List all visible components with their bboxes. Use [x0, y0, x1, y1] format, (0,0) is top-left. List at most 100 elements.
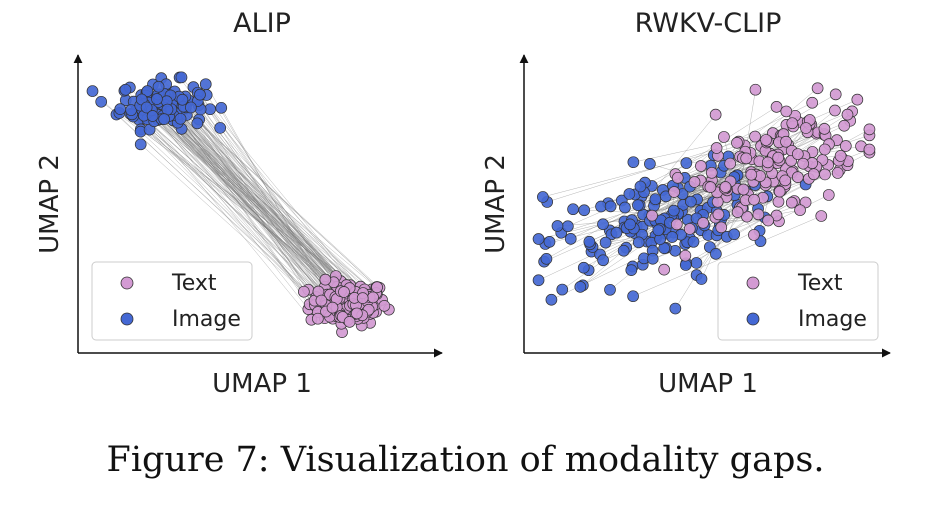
rwkv-clip-title: RWKV-CLIP [635, 8, 782, 39]
text-point [779, 174, 792, 187]
text-point [671, 171, 684, 184]
text-point [378, 300, 391, 312]
alip-legend: Text Image [91, 261, 253, 341]
rwkv-clip-points [532, 82, 876, 315]
text-point [748, 229, 760, 241]
image-point [532, 274, 545, 287]
image-point [583, 235, 596, 248]
image-point [728, 228, 741, 241]
pair-link [162, 115, 336, 298]
pair-link [205, 84, 342, 316]
image-point [695, 273, 708, 285]
alip-x-label: UMAP 1 [212, 369, 312, 399]
image-point [710, 248, 722, 260]
image-point [578, 204, 591, 217]
rwkv-clip-y-label: UMAP 2 [481, 154, 511, 254]
alip-title: ALIP [233, 8, 291, 39]
image-point [174, 112, 187, 125]
image-point [545, 293, 558, 306]
text-point [737, 183, 750, 196]
image-point [191, 117, 204, 130]
image-point [627, 156, 640, 169]
pair-link [156, 98, 355, 299]
rwkv-clip-panel: RWKV-CLIP UMAP 1 UMAP 2 Text Image [481, 8, 891, 399]
text-point [315, 294, 328, 307]
text-point [367, 291, 379, 304]
text-point [695, 160, 707, 172]
text-point [851, 93, 864, 106]
text-point [772, 195, 785, 208]
alip-legend-text-label: Text [171, 271, 217, 296]
text-point [829, 88, 842, 101]
text-point [683, 223, 696, 235]
rwkv-clip-x-label: UMAP 1 [658, 369, 758, 399]
text-point [807, 168, 820, 181]
text-point [785, 196, 798, 209]
pair-link [140, 144, 305, 292]
pair-link [759, 181, 774, 231]
image-point [119, 83, 132, 96]
text-point [646, 209, 658, 222]
image-point [685, 195, 697, 208]
image-point [556, 283, 569, 296]
text-point [712, 208, 725, 221]
image-point [141, 85, 154, 98]
image-point [215, 101, 228, 114]
text-point [838, 119, 851, 132]
text-point [724, 157, 737, 170]
text-point [806, 96, 819, 109]
text-point [371, 281, 383, 294]
text-point [794, 204, 806, 217]
text-point [818, 123, 831, 135]
rwkv-clip-legend-text-label: Text [797, 271, 843, 296]
image-point [646, 252, 659, 265]
pair-link [152, 115, 374, 298]
image-point [669, 302, 682, 315]
pair-link [166, 101, 364, 294]
text-point [791, 171, 804, 183]
image-point [666, 231, 679, 243]
rwkv-clip-legend-text-marker [746, 276, 760, 290]
text-point [786, 117, 799, 130]
image-point [574, 281, 587, 293]
text-point [780, 105, 793, 118]
image-point [597, 254, 609, 267]
image-point [175, 71, 188, 84]
text-point [326, 301, 339, 314]
pair-link [149, 129, 327, 312]
text-point [356, 292, 369, 304]
alip-points [86, 71, 395, 338]
text-point [745, 168, 758, 181]
image-point [690, 257, 703, 269]
text-point [710, 142, 723, 154]
image-point [617, 244, 630, 257]
image-point [95, 95, 108, 108]
text-point [731, 137, 743, 149]
text-point [748, 193, 760, 206]
text-point [839, 140, 852, 152]
text-point [697, 216, 709, 229]
image-point [604, 200, 617, 213]
image-point [649, 193, 662, 206]
text-point [772, 151, 785, 164]
text-point [715, 221, 728, 234]
image-point [564, 233, 577, 245]
text-point [709, 108, 722, 121]
image-point [599, 236, 612, 249]
image-point [619, 201, 631, 214]
image-point [680, 157, 693, 169]
alip-legend-text-marker [120, 276, 134, 290]
pair-link [183, 106, 370, 298]
image-point [667, 204, 680, 217]
text-point [319, 273, 332, 286]
text-point [749, 83, 762, 96]
text-point [752, 208, 765, 221]
text-point [760, 134, 772, 146]
pair-link [181, 77, 368, 302]
alip-legend-image-marker [120, 312, 134, 326]
image-point [634, 180, 647, 193]
text-point [797, 157, 809, 170]
text-point [670, 218, 683, 231]
pair-link [193, 86, 368, 298]
text-point [780, 135, 792, 148]
